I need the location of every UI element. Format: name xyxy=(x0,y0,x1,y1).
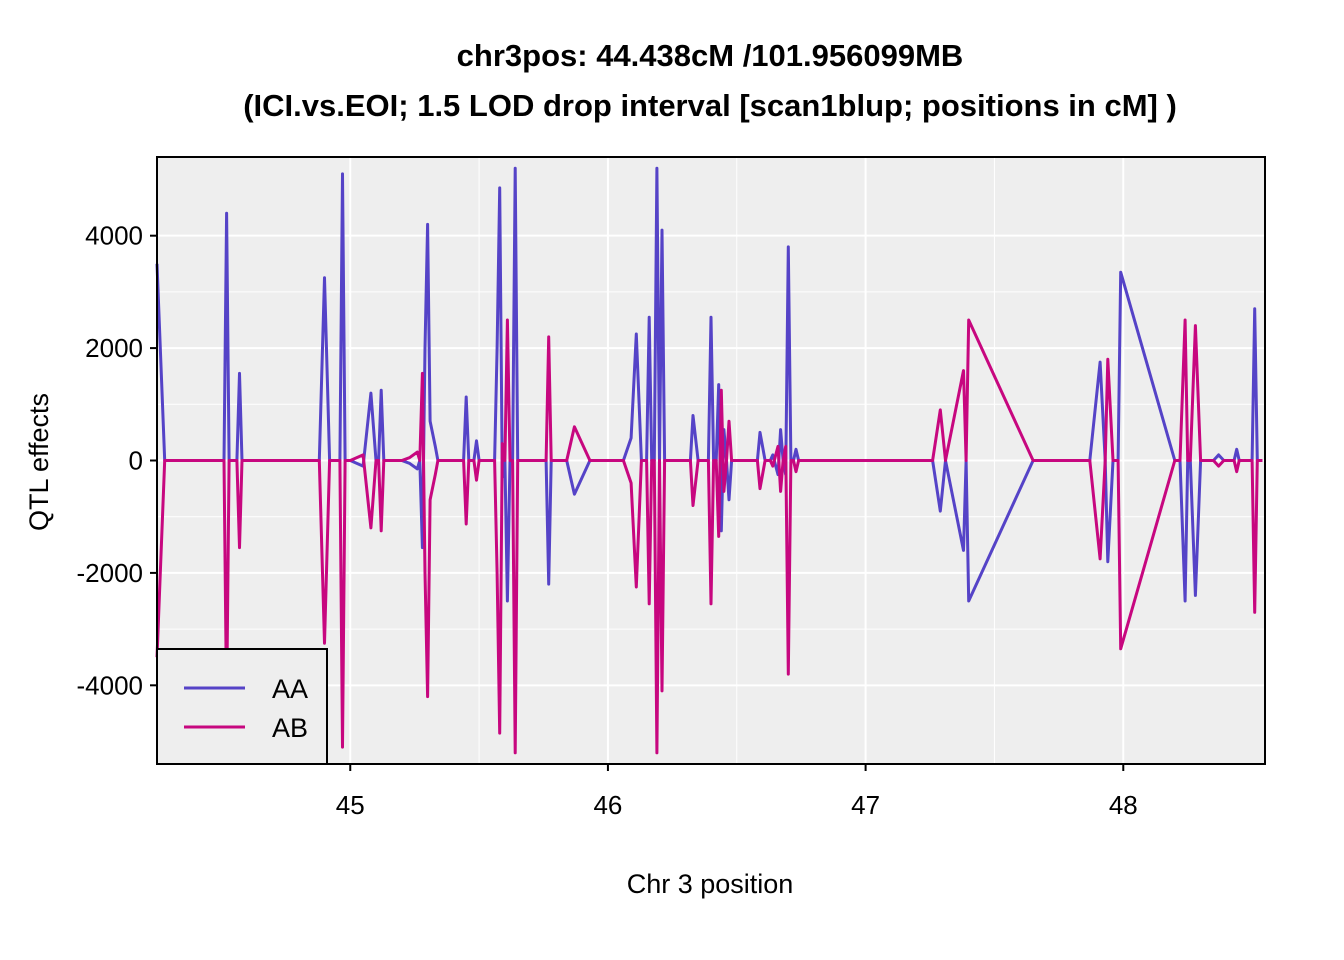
x-tick-label: 46 xyxy=(593,790,622,820)
axis-ticks: -4000 -2000 0 2000 4000 45 46 47 48 xyxy=(77,221,1138,820)
y-tick-label: 0 xyxy=(129,446,143,476)
chart-subtitle: (ICI.vs.EOI; 1.5 LOD drop interval [scan… xyxy=(243,88,1177,123)
y-axis-title: QTL effects xyxy=(24,393,54,531)
legend-label-ab: AB xyxy=(272,713,308,743)
legend-label-aa: AA xyxy=(272,674,308,704)
x-tick-label: 47 xyxy=(851,790,880,820)
y-tick-label: 2000 xyxy=(85,333,143,363)
chart-title: chr3pos: 44.438cM /101.956099MB xyxy=(456,38,964,73)
legend: AA AB xyxy=(156,648,328,765)
x-axis-title: Chr 3 position xyxy=(627,869,794,899)
x-tick-label: 45 xyxy=(336,790,365,820)
y-tick-label: 4000 xyxy=(85,221,143,251)
y-tick-label: -2000 xyxy=(77,558,144,588)
legend-box xyxy=(156,648,328,765)
series-layer xyxy=(155,166,1263,755)
series-line-ab xyxy=(155,318,1263,755)
y-tick-label: -4000 xyxy=(77,670,144,700)
x-tick-label: 48 xyxy=(1109,790,1138,820)
